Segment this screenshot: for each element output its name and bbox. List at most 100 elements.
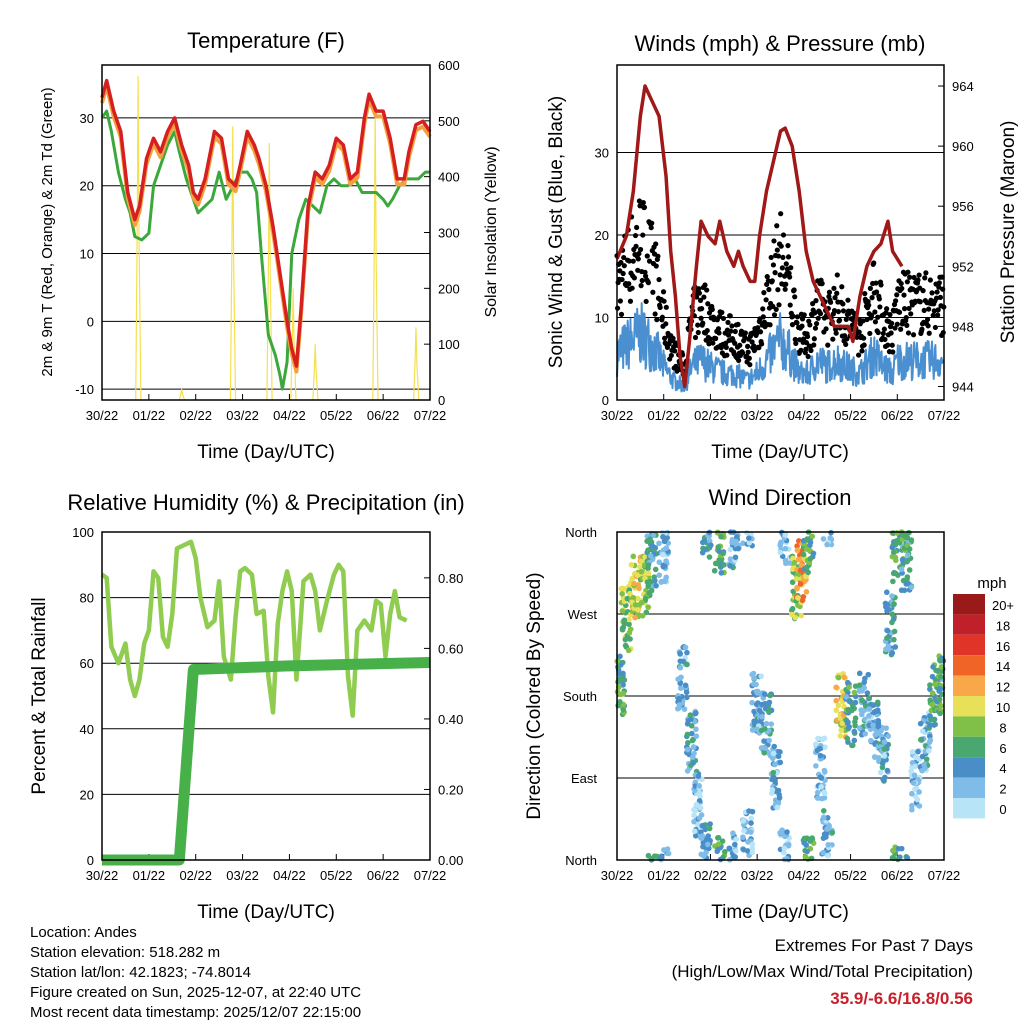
- direction-point: [909, 802, 915, 809]
- direction-point: [884, 627, 891, 634]
- gust-point: [790, 313, 796, 319]
- gust-point: [810, 301, 816, 307]
- gust-point: [768, 254, 774, 261]
- gust-point: [892, 325, 898, 331]
- x-tick-label: 04/22: [788, 408, 821, 423]
- direction-point: [622, 636, 629, 643]
- direction-point: [685, 739, 691, 746]
- direction-point: [632, 601, 639, 608]
- gust-point: [826, 289, 833, 295]
- wdir-title: Wind Direction: [708, 485, 851, 510]
- direction-point: [929, 701, 936, 708]
- gust-point: [799, 323, 805, 329]
- solar-spike: [178, 388, 186, 401]
- direction-point: [937, 685, 943, 692]
- plot-frame: [101, 64, 431, 401]
- direction-point: [904, 552, 911, 558]
- gust-point: [627, 298, 634, 304]
- gust-point: [745, 349, 751, 355]
- direction-point: [837, 733, 844, 739]
- direction-point: [937, 710, 943, 717]
- direction-point: [916, 789, 922, 795]
- direction-point: [835, 674, 842, 681]
- direction-point: [901, 587, 908, 594]
- gust-point: [919, 326, 925, 332]
- gust-point: [638, 283, 644, 289]
- gust-point: [789, 321, 796, 328]
- direction-point: [693, 733, 700, 739]
- gust-point: [868, 312, 875, 319]
- temp-9m-line: [100, 84, 432, 374]
- gust-point: [889, 320, 895, 326]
- rh-ylabel: Percent & Total Rainfall: [29, 597, 50, 794]
- direction-point: [690, 744, 697, 751]
- gust-point: [901, 292, 907, 298]
- gust-point: [630, 258, 636, 264]
- direction-point: [875, 720, 882, 727]
- direction-point: [662, 577, 669, 583]
- direction-point: [891, 601, 897, 607]
- gust-point: [699, 306, 705, 312]
- direction-point: [758, 673, 764, 680]
- direction-point: [892, 644, 899, 650]
- direction-point: [820, 536, 827, 542]
- direction-point: [699, 833, 706, 839]
- temp-y2label: Solar Insolation (Yellow): [483, 146, 500, 317]
- gust-point: [936, 280, 942, 286]
- gust-point: [772, 270, 778, 276]
- direction-point: [661, 563, 668, 569]
- direction-point: [864, 690, 871, 696]
- direction-point: [866, 706, 873, 712]
- x-tick-label: 07/22: [928, 408, 961, 423]
- gust-point: [799, 316, 806, 322]
- x-tick-label: 03/22: [226, 868, 259, 883]
- gust-point: [652, 311, 658, 317]
- gust-point: [695, 329, 701, 336]
- direction-point: [733, 836, 739, 842]
- y2-tick-label: 964: [952, 79, 974, 94]
- gust-point: [935, 307, 941, 313]
- direction-point: [781, 849, 787, 856]
- direction-point: [702, 546, 708, 553]
- direction-point: [620, 670, 626, 677]
- direction-point: [801, 840, 807, 846]
- direction-point: [749, 841, 756, 848]
- gust-point: [878, 282, 884, 288]
- direction-point: [625, 647, 632, 654]
- direction-point: [889, 619, 895, 626]
- gust-point: [893, 298, 899, 304]
- gust-point: [775, 253, 782, 259]
- gust-point: [803, 346, 809, 352]
- y-tick-label: 20: [80, 787, 94, 802]
- direction-point: [741, 827, 747, 834]
- direction-point: [638, 599, 645, 606]
- info-latlon: Station lat/lon: 42.1823; -74.8014: [30, 964, 251, 981]
- x-tick-label: 03/22: [226, 408, 259, 423]
- y2-tick-label: 952: [952, 259, 974, 274]
- winds-title: Winds (mph) & Pressure (mb): [635, 31, 926, 56]
- direction-point: [695, 773, 702, 780]
- gust-point: [901, 306, 908, 312]
- direction-point: [749, 849, 756, 856]
- gust-point: [737, 342, 743, 348]
- direction-point: [889, 593, 895, 599]
- direction-point: [795, 556, 802, 563]
- legend-label: 18: [996, 618, 1010, 633]
- direction-point: [801, 835, 808, 842]
- gust-point: [637, 246, 644, 253]
- gust-point: [709, 306, 715, 313]
- x-tick-label: 01/22: [647, 408, 680, 423]
- direction-point: [696, 790, 703, 796]
- direction-point: [615, 702, 621, 709]
- direction-point: [817, 752, 824, 759]
- direction-point: [789, 605, 796, 612]
- gust-point: [654, 317, 660, 323]
- gust-point: [668, 352, 674, 359]
- gust-point: [641, 204, 648, 210]
- direction-point: [851, 737, 858, 744]
- direction-point: [777, 549, 784, 556]
- direction-point: [761, 738, 767, 744]
- direction-point: [791, 559, 798, 566]
- gust-point: [695, 322, 701, 328]
- gust-point: [776, 302, 782, 308]
